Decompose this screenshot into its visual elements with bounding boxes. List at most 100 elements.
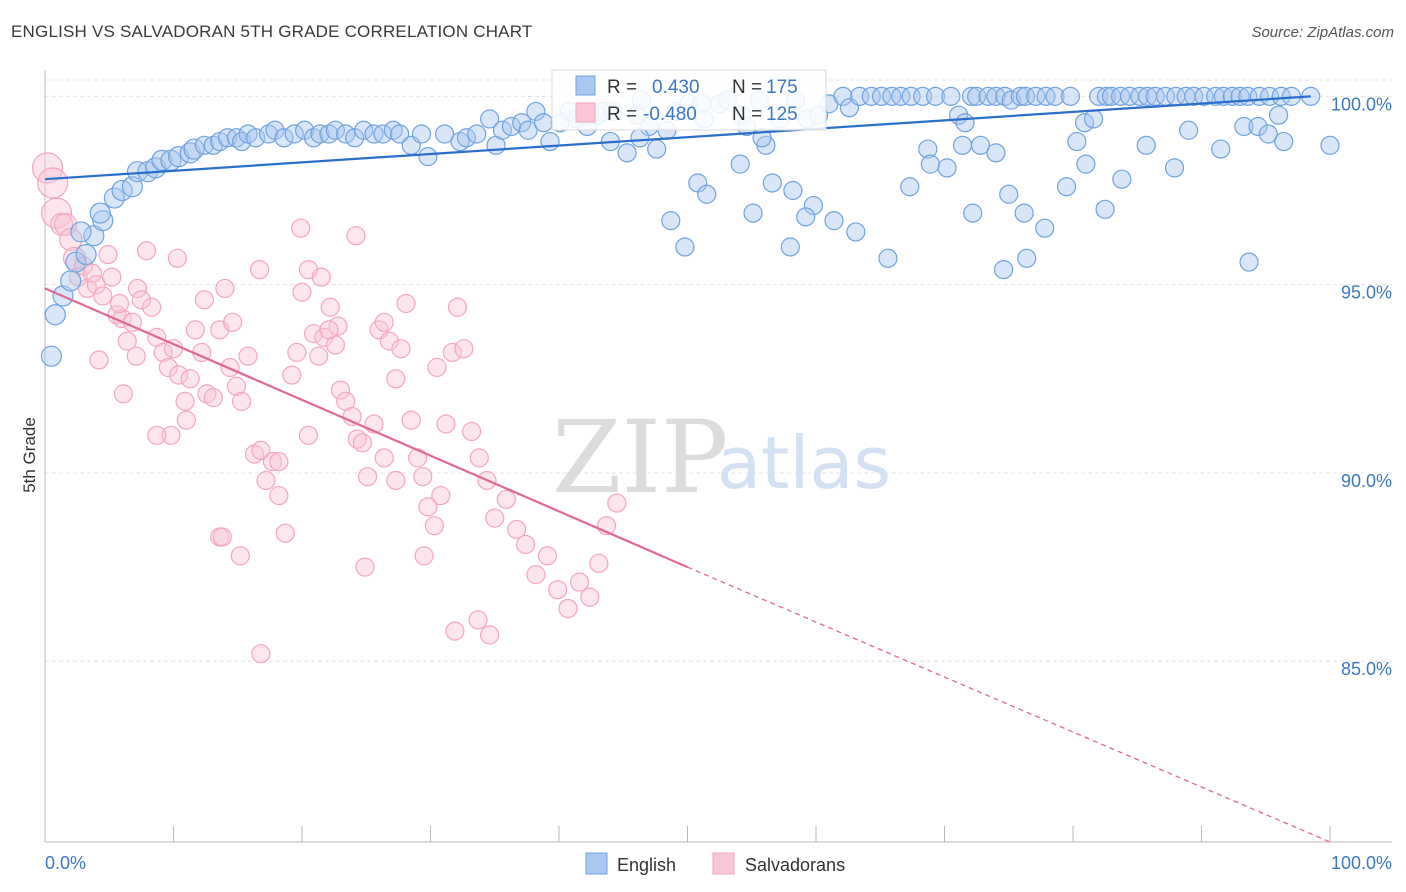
salvadorans-point (386, 369, 406, 389)
english-point (44, 304, 66, 326)
english-point (796, 207, 816, 227)
stats-box-frame (551, 69, 827, 131)
english-point (456, 128, 477, 148)
stats-n-label-salvadorans: N = (732, 104, 762, 125)
salvadorans-trend-extension (687, 566, 1331, 843)
english-point (1045, 86, 1065, 106)
salvadorans-point (215, 278, 235, 299)
english-point (540, 131, 560, 152)
salvadorans-point (401, 410, 421, 430)
english-trend-line (44, 95, 1311, 181)
english-point (955, 113, 975, 133)
salvadorans-points (31, 152, 627, 664)
salvadorans-point (319, 320, 339, 340)
salvadorans-point (230, 546, 250, 566)
legend-label-english[interactable]: English (617, 855, 676, 875)
legend-swatch-salvadorans[interactable] (712, 852, 735, 875)
english-point (226, 128, 247, 148)
english-point (783, 180, 803, 201)
salvadorans-point (161, 425, 181, 445)
salvadorans-point (526, 565, 546, 585)
trend-lines (44, 95, 1331, 843)
salvadorans-point (147, 425, 167, 445)
salvadorans-point (167, 248, 187, 268)
salvadorans-point (427, 357, 447, 378)
english-point (937, 158, 957, 178)
english-point (697, 184, 717, 204)
salvadorans-point (203, 388, 223, 408)
english-point (871, 86, 892, 106)
english-point (1234, 116, 1254, 137)
english-point (963, 203, 983, 223)
english-point (920, 154, 940, 174)
salvadorans-point (548, 580, 568, 600)
english-point (743, 203, 763, 223)
english-point (518, 120, 538, 140)
salvadorans-point (396, 293, 416, 314)
english-point (1239, 252, 1259, 272)
english-point (999, 184, 1019, 204)
english-point (246, 128, 266, 148)
english-point (354, 120, 374, 140)
salvadorans-point (496, 489, 516, 509)
salvadorans-point (291, 218, 311, 238)
stats-n-label-english: N = (732, 77, 762, 98)
english-point (994, 259, 1014, 280)
english-point (373, 124, 393, 144)
chart-title: ENGLISH VS SALVADORAN 5TH GRADE CORRELAT… (11, 22, 533, 41)
english-point (918, 139, 938, 159)
salvadorans-point (431, 485, 451, 506)
legend-label-salvadorans[interactable]: Salvadorans (745, 855, 845, 875)
salvadorans-point (580, 587, 600, 607)
salvadorans-point (418, 497, 438, 517)
english-point (274, 128, 294, 148)
salvadorans-point (269, 485, 289, 506)
salvadorans-point (142, 297, 162, 317)
english-point (850, 86, 870, 106)
salvadorans-point (298, 425, 319, 445)
legend-swatch-english[interactable] (585, 852, 608, 875)
salvadorans-point (515, 534, 536, 555)
english-point (183, 138, 205, 160)
salvadorans-point (469, 448, 489, 468)
stats-r-value-salvadorans: -0.480 (643, 104, 697, 125)
salvadorans-point (256, 470, 276, 491)
salvadorans-point (292, 282, 312, 302)
english-point (1095, 199, 1115, 219)
salvadorans-point (468, 610, 488, 630)
salvadorans-point (176, 410, 196, 430)
salvadorans-point (374, 448, 394, 468)
salvadorans-point (442, 342, 462, 363)
salvadorans-point (194, 290, 214, 310)
english-point (1130, 86, 1150, 106)
salvadorans-trend-line (44, 287, 688, 569)
english-point (89, 202, 111, 224)
salvadorans-point (357, 467, 378, 487)
english-point (846, 222, 866, 242)
salvadorans-point (86, 275, 107, 295)
salvadorans-point (454, 339, 474, 359)
english-point (411, 124, 432, 144)
salvadorans-point (59, 227, 83, 252)
x-tick-label: 0.0% (45, 853, 86, 873)
english-point (325, 120, 346, 140)
english-point (418, 147, 438, 167)
english-point (824, 211, 844, 231)
english-point (1056, 177, 1077, 197)
salvadorans-point (249, 259, 270, 280)
salvadorans-point (391, 339, 411, 359)
salvadorans-point (89, 350, 109, 370)
english-point (952, 135, 973, 155)
english-point (467, 124, 487, 144)
salvadorans-point (374, 312, 394, 332)
english-point (675, 237, 695, 257)
english-point (617, 143, 637, 163)
english-point (1320, 135, 1340, 155)
english-point (780, 237, 800, 257)
salvadorans-point (251, 440, 271, 460)
salvadorans-point (287, 342, 307, 363)
salvadorans-point (311, 267, 331, 287)
english-point (526, 101, 546, 122)
salvadorans-point (169, 365, 189, 385)
